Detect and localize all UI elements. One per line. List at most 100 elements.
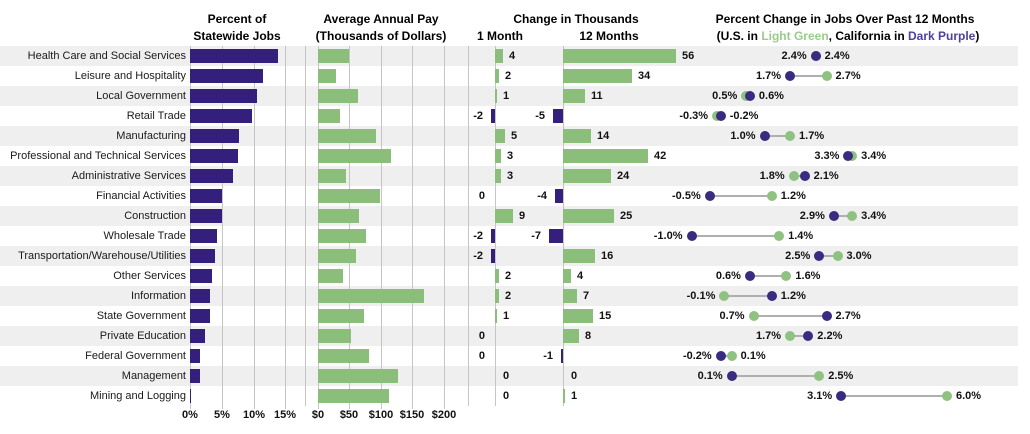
- pct-change-high-value: 2.2%: [817, 330, 843, 342]
- pay-bar: [318, 349, 369, 363]
- change-1mo-value: 0: [478, 330, 485, 342]
- us-dot: [726, 351, 737, 361]
- jobs-share-bar: [190, 89, 257, 103]
- pct-change-high-value: 2.7%: [835, 310, 861, 322]
- california-dot: [726, 371, 737, 381]
- category-label: Mining and Logging: [89, 390, 186, 402]
- change-12mo-value: 56: [682, 50, 695, 62]
- california-dot: [799, 171, 810, 181]
- change-12mo-bar: [563, 269, 571, 283]
- california-dot: [759, 131, 770, 141]
- california-dot: [810, 51, 821, 61]
- jobs-share-bar: [190, 269, 212, 283]
- change-12mo-bar: [563, 289, 577, 303]
- pct-change-high-value: 0.1%: [740, 350, 766, 362]
- change-12mo-value: 11: [591, 90, 603, 102]
- change-12mo-bar: [563, 169, 611, 183]
- change-12mo-value: 0: [571, 370, 578, 382]
- california-dot: [843, 151, 854, 161]
- pay-bar: [318, 149, 391, 163]
- category-label: Wholesale Trade: [103, 230, 186, 242]
- category-label: Health Care and Social Services: [27, 50, 186, 62]
- gridline: [285, 46, 286, 409]
- change-12mo-bar: [563, 249, 595, 263]
- panel2-title-line2: (Thousands of Dollars): [315, 29, 447, 43]
- category-label: Financial Activities: [96, 190, 186, 202]
- change-1mo-value: 2: [505, 270, 512, 282]
- change-1mo-value: 1: [503, 310, 510, 322]
- gridline: [412, 46, 413, 409]
- pay-bar: [318, 129, 376, 143]
- change-12mo-value: 15: [599, 310, 612, 322]
- pct-change-high-value: 0.6%: [758, 90, 784, 102]
- pct-change-low-value: 2.5%: [785, 250, 811, 262]
- panel3-title: Change in Thousands: [513, 12, 639, 26]
- pct-change-high-value: -0.2%: [729, 110, 759, 122]
- panel4-subtitle-suffix: ): [975, 29, 980, 43]
- pct-change-high-value: 1.4%: [788, 230, 814, 242]
- california-dot: [821, 311, 832, 321]
- change-1mo-value: 0: [478, 190, 485, 202]
- pct-change-low-value: 2.9%: [799, 210, 825, 222]
- jobs-share-bar: [190, 149, 238, 163]
- panel4-subtitle-mid: , California in: [828, 29, 908, 43]
- pay-bar: [318, 89, 358, 103]
- dumbbell-connector: [753, 315, 827, 317]
- change-1mo-value: 0: [503, 390, 510, 402]
- pct-change-low-value: -0.3%: [679, 110, 709, 122]
- dumbbell-connector: [764, 135, 791, 137]
- dumbbell-connector: [790, 335, 809, 337]
- change-1mo-value: 4: [509, 50, 516, 62]
- jobs-share-bar: [190, 389, 191, 403]
- change-12mo-value: 42: [654, 150, 667, 162]
- change-12mo-bar: [563, 389, 565, 403]
- pay-bar: [318, 109, 340, 123]
- pay-bar: [318, 249, 356, 263]
- pay-bar: [318, 229, 366, 243]
- category-label: Private Education: [99, 330, 186, 342]
- pct-change-low-value: 1.8%: [759, 170, 785, 182]
- change-12mo-value: -5: [535, 110, 545, 122]
- zero-axis-line: [563, 46, 564, 406]
- change-12mo-bar: [563, 129, 591, 143]
- change-12mo-value: 34: [638, 70, 651, 82]
- change-1mo-bar: [495, 149, 501, 163]
- pct-change-low-value: 3.1%: [807, 390, 833, 402]
- jobs-share-bar: [190, 249, 215, 263]
- change-12mo-bar: [563, 49, 676, 63]
- dumbbell-connector: [731, 375, 820, 377]
- axis-tick-label: $100: [368, 409, 394, 421]
- pay-bar: [318, 189, 380, 203]
- jobs-share-bar: [190, 189, 222, 203]
- change-1mo-value: 2: [505, 290, 512, 302]
- us-dot: [774, 231, 785, 241]
- pct-change-low-value: 0.7%: [719, 310, 745, 322]
- pct-change-high-value: 2.4%: [824, 50, 850, 62]
- panel3-col-1month: 1 Month: [477, 29, 523, 43]
- us-dot: [832, 251, 843, 261]
- zero-axis-line: [495, 46, 496, 406]
- change-1mo-bar: [495, 129, 505, 143]
- us-dot: [781, 271, 792, 281]
- change-1mo-bar: [495, 49, 503, 63]
- change-12mo-value: -1: [543, 350, 553, 362]
- pct-change-low-value: -0.5%: [672, 190, 701, 202]
- change-1mo-value: 3: [507, 150, 514, 162]
- pct-change-low-value: 1.0%: [730, 130, 756, 142]
- us-dot: [942, 391, 952, 401]
- pay-bar: [318, 69, 336, 83]
- pay-bar: [318, 389, 389, 403]
- axis-tick-label: 5%: [214, 409, 230, 421]
- panel4-title: Percent Change in Jobs Over Past 12 Mont…: [715, 12, 975, 26]
- pay-bar: [318, 49, 349, 63]
- gridline: [381, 46, 382, 409]
- jobs-share-bar: [190, 349, 200, 363]
- jobs-share-bar: [190, 129, 239, 143]
- dumbbell-connector: [691, 235, 780, 237]
- category-label: Management: [121, 370, 186, 382]
- california-dot: [814, 251, 825, 261]
- change-1mo-bar: [495, 309, 497, 323]
- california-dot: [766, 291, 777, 301]
- pay-bar: [318, 369, 398, 383]
